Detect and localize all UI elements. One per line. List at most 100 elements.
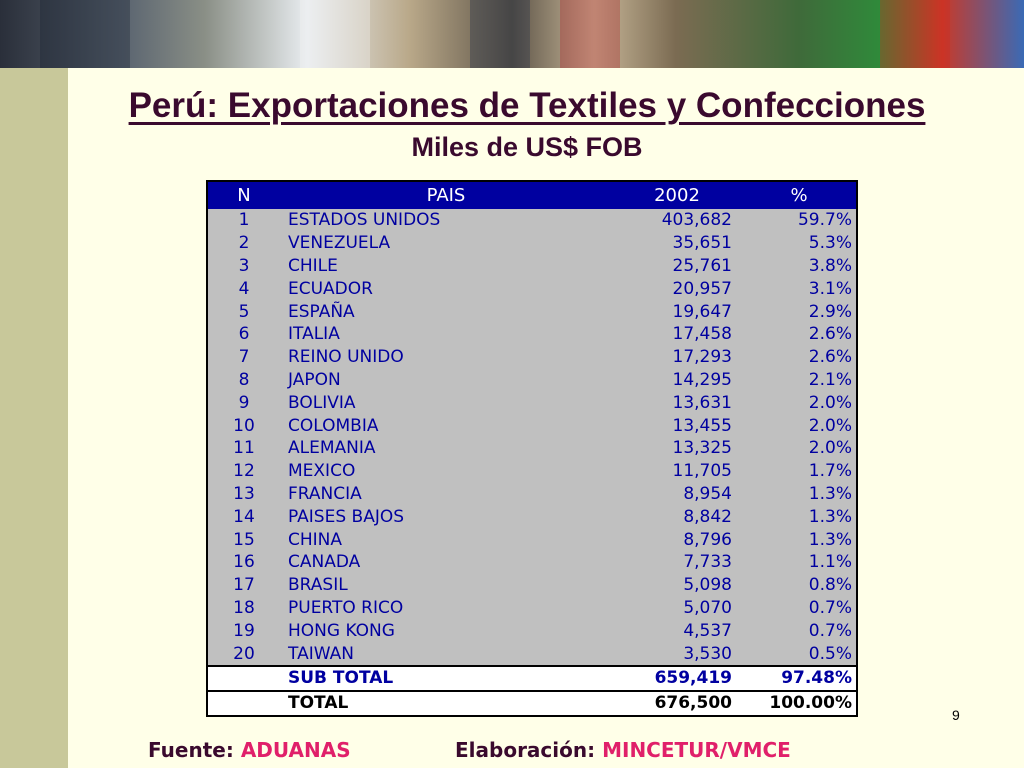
total-percent: 100.00%: [742, 689, 856, 715]
row-number: 7: [238, 347, 250, 368]
table-header-row: N PAIS 2002 %: [208, 182, 856, 209]
row-number: 5: [238, 301, 250, 322]
row-country: ESPAÑA: [288, 301, 355, 322]
row-percent: 2.6%: [808, 324, 852, 345]
row-value: 13,455: [672, 415, 732, 436]
subtotal-label: SUB TOTAL: [280, 664, 612, 691]
row-value: 11,705: [672, 461, 732, 482]
table-row: 4 ECUADOR 20,957 3.1%: [208, 277, 856, 300]
row-value: 17,458: [672, 324, 732, 345]
table-row: 19 HONG KONG 4,537 0.7%: [208, 619, 856, 642]
row-country: HONG KONG: [288, 620, 395, 641]
row-value: 13,631: [672, 392, 732, 413]
row-value: 8,796: [683, 529, 732, 550]
table-row: 6 ITALIA 17,458 2.6%: [208, 323, 856, 346]
row-value: 17,293: [672, 347, 732, 368]
exports-table: N PAIS 2002 % 1 ESTADOS UNIDOS 403,682 59.7…: [206, 180, 858, 717]
footer-source-value: ADUANAS: [240, 738, 351, 762]
table-row: 5 ESPAÑA 19,647 2.9%: [208, 300, 856, 323]
total-blank: [208, 689, 280, 715]
page-subtitle: Miles de US$ FOB: [411, 132, 643, 162]
table-row: 1 ESTADOS UNIDOS 403,682 59.7%: [208, 209, 856, 232]
row-number: 6: [238, 324, 250, 345]
page-number: 9: [952, 707, 960, 723]
row-country: TAIWAN: [288, 643, 354, 664]
row-country: FRANCIA: [288, 483, 362, 504]
row-country: PUERTO RICO: [288, 597, 404, 618]
row-number: 17: [233, 575, 255, 596]
subtotal-value: 659,419: [612, 664, 742, 691]
row-country: COLOMBIA: [288, 415, 379, 436]
table-row: 12 MEXICO 11,705 1.7%: [208, 460, 856, 483]
table-row: 20 TAIWAN 3,530 0.5%: [208, 642, 856, 666]
row-value: 7,733: [683, 552, 732, 573]
table-row: 11 ALEMANIA 13,325 2.0%: [208, 437, 856, 460]
row-percent: 2.0%: [808, 415, 852, 436]
row-number: 3: [238, 255, 250, 276]
row-number: 18: [233, 597, 255, 618]
row-percent: 0.7%: [808, 620, 852, 641]
row-country: PAISES BAJOS: [288, 506, 405, 527]
row-value: 13,325: [672, 438, 732, 459]
row-number: 11: [233, 438, 255, 459]
row-country: CHILE: [288, 255, 338, 276]
row-value: 8,954: [683, 483, 732, 504]
row-number: 10: [233, 415, 255, 436]
row-value: 5,098: [683, 575, 732, 596]
row-number: 20: [233, 643, 255, 664]
row-value: 19,647: [672, 301, 732, 322]
subtotal-blank: [208, 664, 280, 691]
table-row: 16 CANADA 7,733 1.1%: [208, 551, 856, 574]
footer-elab-value: MINCETUR/VMCE: [602, 738, 791, 762]
header-pais: PAIS: [280, 182, 612, 209]
row-number: 13: [233, 483, 255, 504]
row-percent: 1.3%: [808, 506, 852, 527]
footer-elaboration: Elaboración: MINCETUR/VMCE: [455, 738, 791, 762]
total-row: TOTAL 676,500 100.00%: [208, 689, 856, 715]
row-country: BOLIVIA: [288, 392, 356, 413]
row-country: ITALIA: [288, 324, 340, 345]
row-percent: 0.8%: [808, 575, 852, 596]
table-row: 9 BOLIVIA 13,631 2.0%: [208, 391, 856, 414]
header-photo-banner: [0, 0, 1024, 68]
table-row: 10 COLOMBIA 13,455 2.0%: [208, 414, 856, 437]
row-country: BRASIL: [288, 575, 348, 596]
row-value: 20,957: [672, 278, 732, 299]
table-row: 8 JAPON 14,295 2.1%: [208, 369, 856, 392]
footer-elab-label: Elaboración:: [455, 738, 596, 762]
row-country: ALEMANIA: [288, 438, 376, 459]
row-country: MEXICO: [288, 461, 356, 482]
row-percent: 59.7%: [797, 210, 852, 231]
row-number: 8: [238, 369, 250, 390]
header-percent: %: [742, 182, 856, 209]
row-country: VENEZUELA: [288, 233, 391, 254]
row-country: JAPON: [288, 369, 341, 390]
row-percent: 0.7%: [808, 597, 852, 618]
row-number: 1: [238, 210, 250, 231]
row-value: 14,295: [672, 369, 732, 390]
row-number: 2: [238, 233, 250, 254]
row-number: 16: [233, 552, 255, 573]
table-row: 2 VENEZUELA 35,651 5.3%: [208, 232, 856, 255]
row-value: 5,070: [683, 597, 732, 618]
subtotal-row: SUB TOTAL 659,419 97.48%: [208, 664, 856, 691]
row-value: 35,651: [672, 233, 732, 254]
row-percent: 0.5%: [808, 643, 852, 664]
row-percent: 1.3%: [808, 529, 852, 550]
row-percent: 2.1%: [808, 369, 852, 390]
row-percent: 1.3%: [808, 483, 852, 504]
left-side-bar: [0, 0, 68, 768]
row-percent: 2.0%: [808, 438, 852, 459]
row-value: 403,682: [661, 210, 732, 231]
page-title: Perú: Exportaciones de Textiles y Confec…: [128, 86, 926, 125]
row-value: 3,530: [683, 643, 732, 664]
row-number: 14: [233, 506, 255, 527]
row-percent: 1.7%: [808, 461, 852, 482]
row-percent: 2.9%: [808, 301, 852, 322]
table-row: 17 BRASIL 5,098 0.8%: [208, 574, 856, 597]
total-value: 676,500: [612, 689, 742, 715]
table-row: 7 REINO UNIDO 17,293 2.6%: [208, 346, 856, 369]
header-year: 2002: [612, 182, 742, 209]
row-value: 4,537: [683, 620, 732, 641]
row-percent: 5.3%: [808, 233, 852, 254]
